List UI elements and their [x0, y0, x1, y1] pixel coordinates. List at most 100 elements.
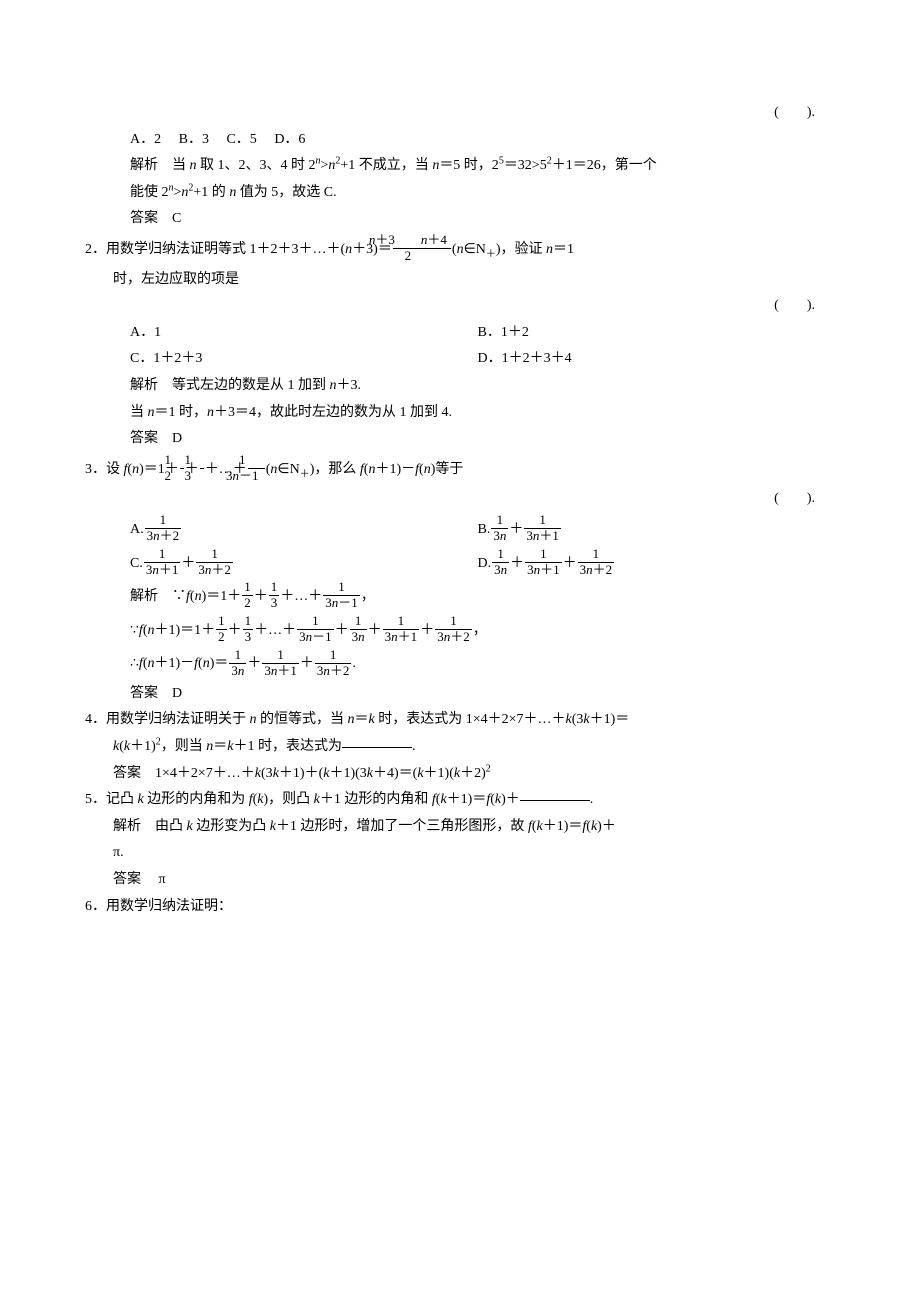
fraction: 13n＋2	[145, 513, 182, 544]
text: ＋	[510, 556, 524, 571]
fraction: 12	[180, 453, 184, 484]
q5-jiexi: 解析 由凸 k 边形变为凸 k＋1 边形时，增加了一个三角形图形，故 f(k＋1…	[85, 814, 825, 841]
text: ＋1)＋(	[279, 766, 323, 781]
text: +1 不成立，当	[340, 158, 428, 173]
text: ＋4)＝(	[373, 766, 417, 781]
q5-jiexi-pi: π.	[85, 840, 825, 867]
q1-jiexi: 解析 当 n 取 1、2、3、4 时 2n>n2+1 不成立，当 n＝5 时，2…	[85, 153, 825, 180]
text: ＋3	[375, 232, 395, 247]
q5-stem: 5．记凸 k 边形的内角和为 f(k)，则凸 k＋1 边形的内角和 f(k＋1)…	[113, 787, 825, 814]
jiexi-label: 解析	[130, 378, 158, 393]
text: ＋2	[330, 663, 350, 678]
q2-options-row1: A．1 B．1＋2	[85, 320, 825, 347]
text: ＋…＋	[280, 589, 322, 604]
fraction: 13n	[491, 513, 508, 544]
text: ＋1 边形的内角和	[320, 792, 429, 807]
q3-opt-a: A.13n＋2	[130, 513, 478, 547]
var-n: n	[148, 405, 155, 420]
text: ＋3＝4，故此时左边的数为从 1 加到 4.	[214, 405, 452, 420]
text: ＋	[300, 656, 314, 671]
text: 等式左边的数是从 1 加到	[172, 378, 326, 393]
text: ＋1)＝1＋	[154, 623, 215, 638]
q3-stem: 3．设 f(n)＝1＋12＋13＋…＋13n－1(n∈N＋)，那么 f(n＋1)…	[113, 453, 825, 487]
text: .	[352, 656, 356, 671]
fraction: 13n＋1	[383, 614, 420, 645]
text: ＋2	[211, 562, 231, 577]
opt-label: D.	[478, 556, 492, 571]
ans-label: 答案	[130, 211, 158, 226]
q3-jiexi-line1: 解析 ∵f(n)＝1＋12＋13＋…＋13n－1，	[85, 580, 825, 614]
q-num: 2．	[85, 242, 106, 257]
text: .	[590, 792, 594, 807]
text: ＋	[247, 656, 261, 671]
paren-marker: ( ).	[85, 293, 825, 320]
ans-label: 答案	[130, 686, 158, 701]
text: ＋	[181, 556, 195, 571]
fraction: 12	[242, 580, 253, 611]
text: ＋1)－	[375, 462, 415, 477]
text: ＋1＝26，第一个	[552, 158, 657, 173]
text: 时，表达式为 1×4＋2×7＋…＋	[378, 712, 565, 727]
text: ＋1)(	[424, 766, 454, 781]
text: )，那么	[310, 462, 357, 477]
text: (3	[261, 766, 273, 781]
ans-value: π	[159, 872, 166, 887]
text: ＋	[420, 623, 434, 638]
var-n: n	[207, 405, 214, 420]
text: 由凸	[155, 819, 183, 834]
q1-opt-d: D．6	[274, 132, 305, 147]
text: ＋1 时，表达式为	[234, 739, 343, 754]
fraction: n＋3 n＋42	[393, 233, 451, 264]
q6-stem: 6．用数学归纳法证明：	[113, 894, 825, 921]
den: 2	[393, 249, 451, 264]
text: ＋2	[160, 528, 180, 543]
q-num: 3．	[85, 462, 106, 477]
text: )等于	[431, 462, 464, 477]
text: .	[412, 739, 416, 754]
opt-label: C.	[130, 556, 143, 571]
paren-marker: ( ).	[85, 486, 825, 513]
q1-answer: 答案 C	[85, 206, 825, 233]
fraction: 13n－1	[323, 580, 360, 611]
fraction: 13n	[350, 614, 367, 645]
var-n: n	[330, 378, 337, 393]
var-n: n	[203, 656, 210, 671]
var-n: n	[190, 158, 197, 173]
text: 用数学归纳法证明等式 1＋2＋3＋…＋(	[106, 242, 345, 257]
paren-marker: ( ).	[85, 100, 825, 127]
text: )＝1＋	[139, 462, 179, 477]
text: )＋	[501, 792, 520, 807]
fraction: 13	[200, 453, 204, 484]
because-icon: ∵	[130, 623, 139, 638]
text: ∈N	[464, 242, 486, 257]
q-num: 6．	[85, 899, 106, 914]
text: ＋1)(3	[329, 766, 366, 781]
fraction: 13n＋1	[144, 547, 181, 578]
q1-opt-b: B．3	[179, 132, 209, 147]
text: 值为 5，故选 C.	[240, 185, 337, 200]
var-k: k	[187, 819, 193, 834]
q2-opt-c: C．1＋2＋3	[130, 346, 478, 373]
text: ＋1	[398, 629, 418, 644]
fraction: 13n＋2	[435, 614, 472, 645]
text: ＋2)	[460, 766, 486, 781]
q2-options-row2: C．1＋2＋3 D．1＋2＋3＋4	[85, 346, 825, 373]
q2-opt-a: A．1	[130, 320, 478, 347]
text: ＋1)	[130, 739, 156, 754]
q2-opt-b: B．1＋2	[478, 320, 826, 347]
var-n: n	[500, 528, 507, 543]
therefore-icon: ∴	[130, 656, 139, 671]
q3-answer: 答案 D	[85, 681, 825, 708]
sub-plus: ＋	[300, 469, 310, 480]
var-n: n	[424, 462, 431, 477]
q3-jiexi-line2: ∵f(n＋1)＝1＋12＋13＋…＋13n－1＋13n＋13n＋1＋13n＋2，	[85, 614, 825, 648]
q-num: 4．	[85, 712, 106, 727]
fraction: 13n＋2	[578, 547, 615, 578]
q1-options: A．2 B．3 C．5 D．6	[85, 127, 825, 154]
q4-stem-line2: k(k＋1)2，则当 n＝k＋1 时，表达式为.	[85, 734, 825, 761]
fill-blank	[342, 733, 412, 748]
fraction: 13n＋2	[315, 648, 352, 679]
q1-opt-c: C．5	[226, 132, 256, 147]
text: ＝	[213, 739, 227, 754]
fraction: 13n－1	[297, 614, 334, 645]
